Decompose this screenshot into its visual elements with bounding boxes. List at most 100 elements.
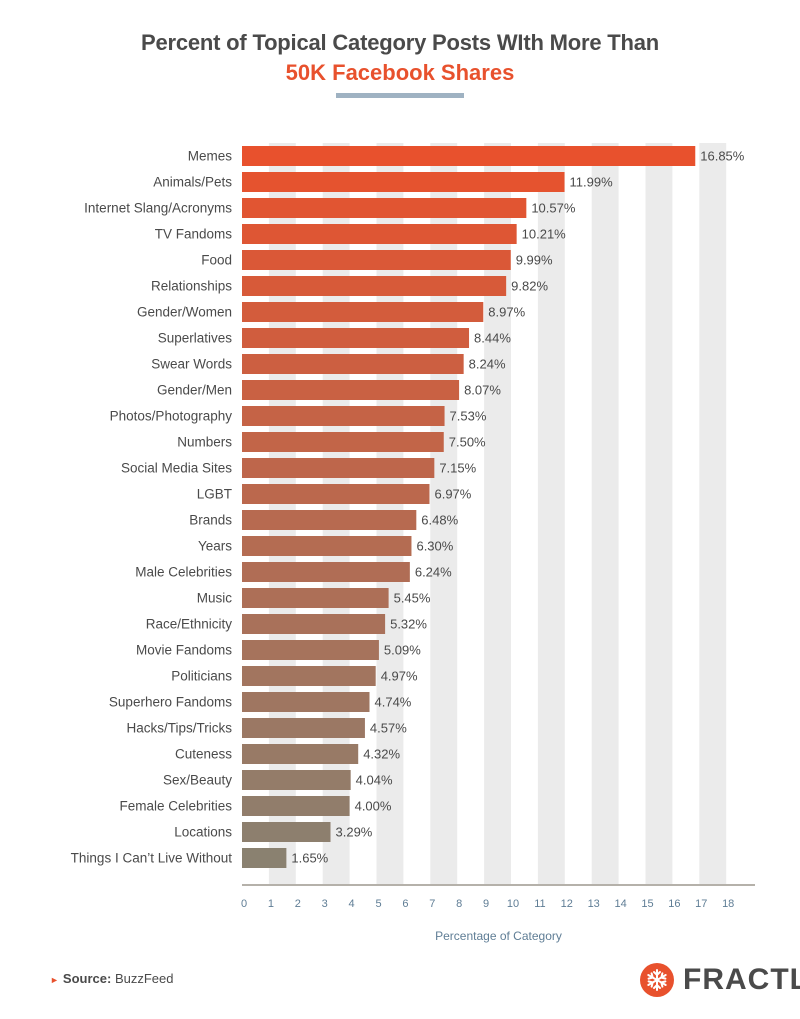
bar bbox=[242, 432, 444, 452]
category-label: Animals/Pets bbox=[153, 175, 232, 190]
value-label: 6.97% bbox=[434, 487, 471, 502]
bar bbox=[242, 146, 696, 166]
category-label: Internet Slang/Acronyms bbox=[84, 201, 232, 216]
x-tick-label: 0 bbox=[241, 898, 247, 910]
chart-title: Percent of Topical Category Posts WIth M… bbox=[0, 28, 800, 88]
bar bbox=[242, 302, 484, 322]
x-axis-label: Percentage of Category bbox=[435, 929, 562, 943]
value-label: 7.53% bbox=[450, 409, 487, 424]
value-label: 6.48% bbox=[421, 513, 458, 528]
value-label: 4.00% bbox=[355, 799, 392, 814]
value-label: 9.99% bbox=[516, 253, 553, 268]
category-label: Gender/Men bbox=[157, 383, 232, 398]
bar bbox=[242, 536, 412, 556]
category-label: Numbers bbox=[177, 435, 232, 450]
bar-chart: Memes 16.85% Animals/Pets 11.99% Internet Sl… bbox=[71, 143, 755, 910]
category-label: LGBT bbox=[197, 487, 232, 502]
value-label: 5.09% bbox=[384, 643, 421, 658]
category-label: Politicians bbox=[171, 669, 232, 684]
category-label: Race/Ethnicity bbox=[146, 617, 233, 632]
value-label: 16.85% bbox=[700, 149, 745, 164]
category-label: Gender/Women bbox=[137, 305, 232, 320]
value-label: 10.57% bbox=[531, 201, 576, 216]
x-tick-label: 9 bbox=[483, 898, 489, 910]
bar bbox=[242, 510, 417, 530]
bar bbox=[242, 276, 507, 296]
x-tick-label: 1 bbox=[268, 898, 274, 910]
grid-band bbox=[537, 143, 565, 885]
x-tick-label: 4 bbox=[349, 898, 355, 910]
bar bbox=[242, 770, 351, 790]
grid-band bbox=[645, 143, 673, 885]
category-label: TV Fandoms bbox=[155, 227, 233, 242]
value-label: 6.30% bbox=[416, 539, 453, 554]
category-label: Male Celebrities bbox=[135, 565, 232, 580]
bar bbox=[242, 588, 389, 608]
x-tick-label: 16 bbox=[668, 898, 680, 910]
bar bbox=[242, 718, 365, 738]
value-label: 8.97% bbox=[488, 305, 525, 320]
bar bbox=[242, 822, 331, 842]
bar bbox=[242, 666, 376, 686]
category-label: Food bbox=[201, 253, 232, 268]
category-label: Memes bbox=[188, 149, 233, 164]
grid-band bbox=[699, 143, 727, 885]
x-tick-label: 7 bbox=[429, 898, 435, 910]
x-tick-label: 15 bbox=[641, 898, 653, 910]
value-label: 4.32% bbox=[363, 747, 400, 762]
bar bbox=[242, 198, 527, 218]
bar bbox=[242, 406, 445, 426]
value-label: 4.04% bbox=[356, 773, 393, 788]
value-label: 8.24% bbox=[469, 357, 506, 372]
x-tick-label: 6 bbox=[402, 898, 408, 910]
x-tick-label: 3 bbox=[322, 898, 328, 910]
value-label: 7.15% bbox=[439, 461, 476, 476]
bar bbox=[242, 744, 359, 764]
value-label: 11.99% bbox=[570, 175, 614, 190]
bar bbox=[242, 614, 386, 634]
value-label: 4.74% bbox=[375, 695, 412, 710]
category-label: Relationships bbox=[151, 279, 232, 294]
bar bbox=[242, 354, 464, 374]
bar bbox=[242, 172, 565, 192]
source-value: BuzzFeed bbox=[114, 971, 174, 986]
bar bbox=[242, 796, 350, 816]
category-label: Social Media Sites bbox=[121, 461, 232, 476]
value-label: 8.07% bbox=[464, 383, 501, 398]
bar bbox=[242, 328, 470, 348]
bar bbox=[242, 562, 410, 582]
bar bbox=[242, 224, 517, 244]
value-label: 7.50% bbox=[449, 435, 486, 450]
title-line-1: Percent of Topical Category Posts WIth M… bbox=[140, 30, 660, 55]
x-tick-label: 14 bbox=[614, 898, 626, 910]
triangle-bullet-icon: ► bbox=[50, 975, 59, 985]
x-tick-label: 11 bbox=[534, 898, 545, 910]
category-label: Locations bbox=[174, 825, 232, 840]
category-label: Years bbox=[198, 539, 232, 554]
value-label: 1.65% bbox=[291, 851, 328, 866]
x-tick-label: 5 bbox=[375, 898, 381, 910]
value-label: 3.29% bbox=[336, 825, 373, 840]
category-label: Superhero Fandoms bbox=[109, 695, 232, 710]
value-label: 4.97% bbox=[381, 669, 418, 684]
bar bbox=[242, 458, 435, 478]
fractl-logo: FRACTL bbox=[640, 962, 800, 998]
value-label: 10.21% bbox=[522, 227, 567, 242]
value-label: 5.32% bbox=[390, 617, 427, 632]
category-label: Music bbox=[197, 591, 233, 606]
category-label: Brands bbox=[189, 513, 232, 528]
title-underline bbox=[336, 93, 464, 98]
value-label: 5.45% bbox=[394, 591, 431, 606]
bar bbox=[242, 250, 511, 270]
x-tick-label: 8 bbox=[456, 898, 462, 910]
x-tick-label: 2 bbox=[295, 898, 301, 910]
x-tick-label: 13 bbox=[588, 898, 600, 910]
value-label: 6.24% bbox=[415, 565, 452, 580]
category-label: Female Celebrities bbox=[119, 799, 232, 814]
x-tick-label: 10 bbox=[507, 898, 519, 910]
category-label: Things I Can’t Live Without bbox=[71, 851, 233, 866]
bar bbox=[242, 692, 370, 712]
grid-band bbox=[591, 143, 619, 885]
bar bbox=[242, 484, 430, 504]
snowflake-icon bbox=[640, 963, 674, 997]
